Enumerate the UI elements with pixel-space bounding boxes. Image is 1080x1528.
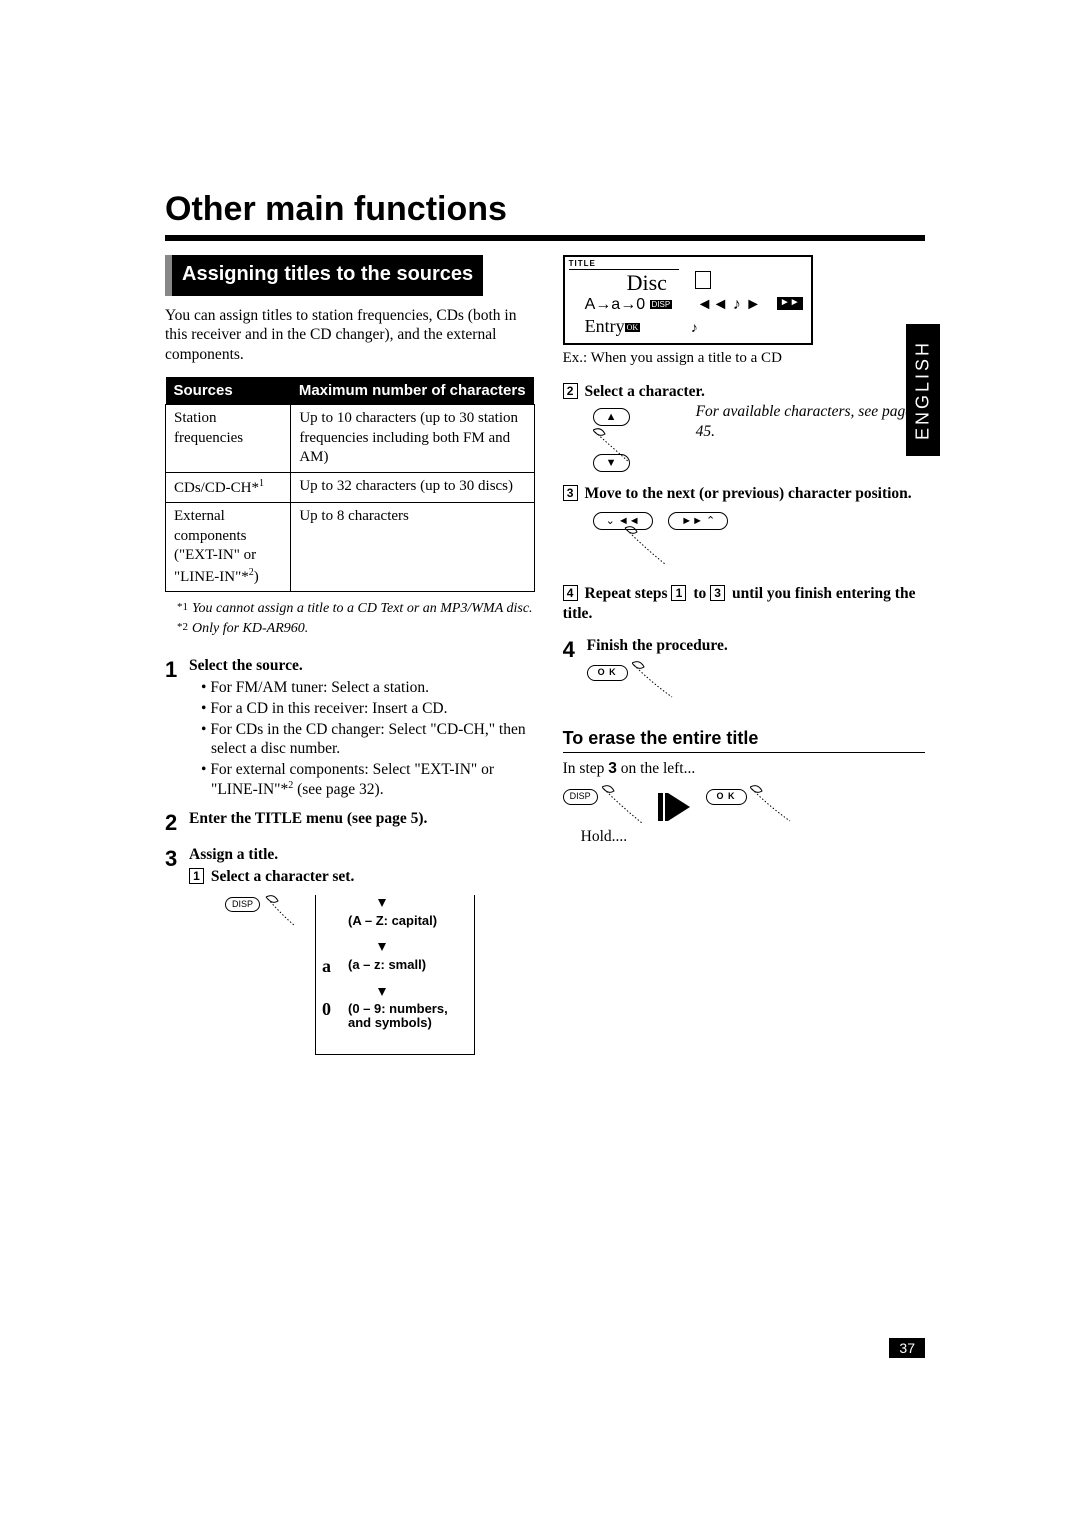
display-line: Disc [627,269,667,297]
substep-title: Select a character set. [211,868,354,885]
th-sources: Sources [166,377,291,405]
list-item: For CDs in the CD changer: Select "CD-CH… [201,720,535,760]
hold-badge: Hold.... [581,828,628,845]
char-note: For available characters, see page 45. [696,402,925,472]
cell: Up to 10 characters (up to 30 station fr… [291,405,534,473]
sources-table: Sources Maximum number of characters Sta… [165,377,535,592]
page-title: Other main functions [165,190,925,241]
press-icon [623,526,677,572]
erase-heading: To erase the entire title [563,727,925,753]
substep-2: 2 Select a character. ▲ ▼ For available … [563,382,925,472]
display-line: A→a→0 DISP ◄◄ ♪ ► [585,295,761,315]
step1-bullets: For FM/AM tuner: Select a station. For a… [189,678,535,800]
th-max: Maximum number of characters [291,377,534,405]
lcd-display: TITLE Disc A→a→0 DISP ◄◄ ♪ ► ►► EntryOK … [563,255,813,345]
substep-number: 3 [563,485,578,501]
list-item: For FM/AM tuner: Select a station. [201,678,535,698]
ok-button: O K [706,789,747,805]
step-1: 1 Select the source. For FM/AM tuner: Se… [165,656,535,801]
page-number: 37 [889,1338,925,1358]
ok-button: O K [587,665,628,681]
step-title: Assign a title. [189,845,535,865]
footnotes: *1You cannot assign a title to a CD Text… [177,600,535,638]
prev-button: ⌄ ◄◄ [593,512,653,530]
display-caption: Ex.: When you assign a title to a CD [563,349,925,368]
substep-3: 3 Move to the next (or previous) charact… [563,484,925,572]
step-number: 3 [165,845,189,887]
press-icon [632,661,682,705]
step-number: 1 [165,656,189,801]
press-icon [750,785,800,829]
substep-title: Select a character. [585,383,705,400]
press-icon [602,785,652,833]
disp-button: DISP [563,789,598,805]
table-row: CDs/CD-CH*1 Up to 32 characters (up to 3… [166,472,535,503]
step-3: 3 Assign a title. 1 Select a character s… [165,845,535,887]
list-item: For a CD in this receiver: Insert a CD. [201,699,535,719]
disc-icon [695,271,711,289]
erase-text: In step 3 on the left... [563,759,925,779]
language-tab: ENGLISH [906,324,940,456]
press-icon [264,895,304,931]
section-header: Assigning titles to the sources [165,255,483,296]
disp-button: DISP [225,897,260,913]
cell: External components ("EXT-IN" or "LINE-I… [166,503,291,592]
substep-number: 4 [563,585,578,601]
step-4: 4 Finish the procedure. O K [563,636,925,706]
cell: Up to 32 characters (up to 30 discs) [291,472,534,503]
charset-diagram: DISP (A – Z: capital) a(a – z: small) 0(… [225,895,535,1065]
arrow-right-icon [668,793,690,821]
display-line: EntryOK ♪ [585,315,698,338]
substep-number: 2 [563,383,578,399]
step-number: 2 [165,809,189,837]
step-title: Enter the TITLE menu (see page 5). [189,809,535,829]
cell: Up to 8 characters [291,503,534,592]
erase-diagram: DISP Hold.... O K [563,785,925,847]
step-2: 2 Enter the TITLE menu (see page 5). [165,809,535,837]
press-icon [593,422,641,470]
step-title: Finish the procedure. [587,636,925,656]
next-button: ►► ⌃ [668,512,728,530]
substep-number: 1 [189,868,204,884]
cell: CDs/CD-CH*1 [166,472,291,503]
table-row: External components ("EXT-IN" or "LINE-I… [166,503,535,592]
cell: Station frequencies [166,405,291,473]
table-row: Station frequencies Up to 10 characters … [166,405,535,473]
substep-4: 4 Repeat steps 1 to 3 until you finish e… [563,584,925,624]
intro-text: You can assign titles to station frequen… [165,306,535,365]
step-title: Select the source. [189,656,535,676]
list-item: For external components: Select "EXT-IN"… [201,760,535,800]
fwd-icon: ►► [777,297,803,310]
step-number: 4 [563,636,587,706]
substep-title: Move to the next (or previous) character… [585,485,912,502]
